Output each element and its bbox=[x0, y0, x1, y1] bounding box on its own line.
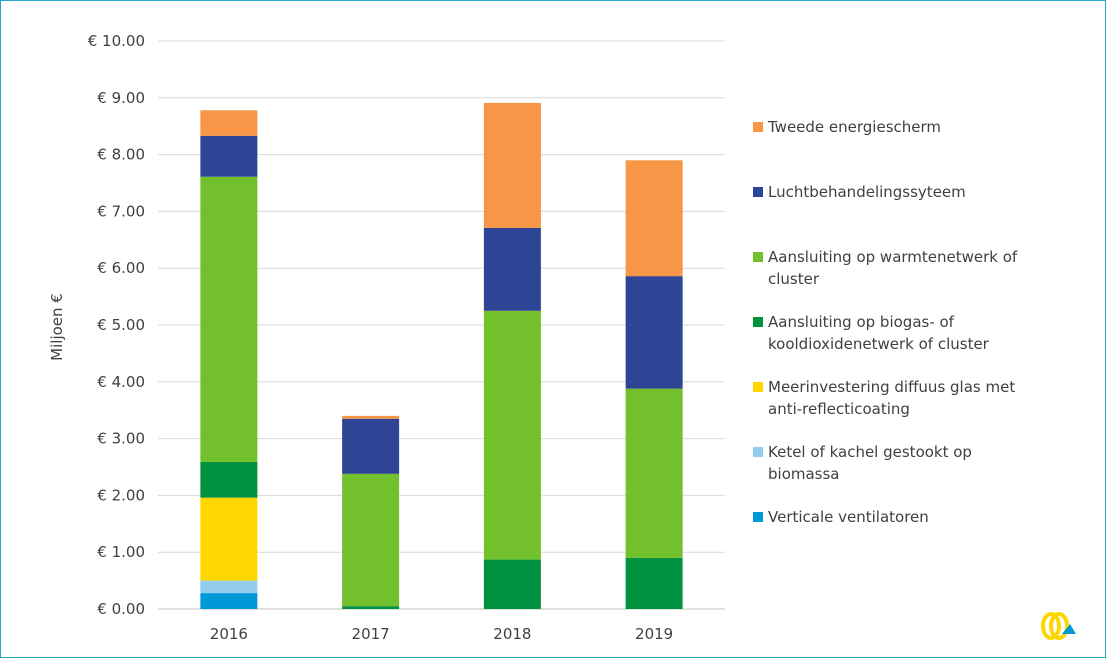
y-tick-label: € 9.00 bbox=[97, 89, 145, 107]
bar-segment bbox=[626, 558, 683, 609]
legend-label: biomassa bbox=[768, 465, 840, 483]
legend-label: Tweede energiescherm bbox=[767, 118, 941, 136]
bar-segment bbox=[626, 276, 683, 388]
legend-label: Aansluiting op warmtenetwerk of bbox=[768, 248, 1018, 266]
legend-label: Meerinvestering diffuus glas met bbox=[768, 378, 1015, 396]
legend-swatch bbox=[753, 512, 763, 522]
bar-segment bbox=[342, 419, 399, 474]
legend-swatch bbox=[753, 382, 763, 392]
bar-segment bbox=[484, 228, 541, 311]
bars bbox=[200, 103, 682, 609]
bar-segment bbox=[484, 103, 541, 228]
bar-segment bbox=[484, 560, 541, 609]
y-tick-label: € 0.00 bbox=[97, 600, 145, 618]
bar-segment bbox=[626, 389, 683, 558]
legend-swatch bbox=[753, 187, 763, 197]
legend-swatch bbox=[753, 447, 763, 457]
bar-segment bbox=[200, 593, 257, 609]
legend-label: Luchtbehandelingssyteem bbox=[768, 183, 966, 201]
y-tick-label: € 2.00 bbox=[97, 486, 145, 504]
y-axis-label: Miljoen € bbox=[48, 293, 66, 361]
y-tick-label: € 10.00 bbox=[88, 32, 145, 50]
y-tick-label: € 4.00 bbox=[97, 373, 145, 391]
legend-swatch bbox=[753, 252, 763, 262]
bar-segment bbox=[200, 177, 257, 462]
y-axis-ticks: € 0.00 € 1.00 € 2.00 € 3.00 € 4.00 € 5.00 € 6.… bbox=[88, 32, 145, 618]
bar-segment bbox=[200, 581, 257, 593]
y-tick-label: € 6.00 bbox=[97, 259, 145, 277]
x-axis-ticks: 2016 2017 2018 2019 bbox=[210, 625, 673, 643]
legend-label: anti-reflecticoating bbox=[768, 400, 910, 418]
bar-segment bbox=[342, 416, 399, 419]
bar-segment bbox=[626, 160, 683, 276]
legend: Tweede energiescherm Luchtbehandelingssyt… bbox=[753, 118, 1018, 526]
bar-segment bbox=[200, 110, 257, 136]
legend-label: Ketel of kachel gestookt op bbox=[768, 443, 972, 461]
legend-label: cluster bbox=[768, 270, 820, 288]
bar-segment bbox=[484, 311, 541, 560]
y-tick-label: € 7.00 bbox=[97, 202, 145, 220]
y-tick-label: € 3.00 bbox=[97, 430, 145, 448]
y-tick-label: € 1.00 bbox=[97, 543, 145, 561]
bar-segment bbox=[200, 136, 257, 177]
y-tick-label: € 5.00 bbox=[97, 316, 145, 334]
x-tick-label: 2019 bbox=[635, 625, 673, 643]
bar-segment bbox=[200, 462, 257, 498]
legend-swatch bbox=[753, 122, 763, 132]
x-tick-label: 2018 bbox=[493, 625, 531, 643]
legend-label: kooldioxidenetwerk of cluster bbox=[768, 335, 990, 353]
logo-icon bbox=[1043, 614, 1076, 638]
legend-swatch bbox=[753, 317, 763, 327]
bar-segment bbox=[342, 474, 399, 606]
bar-segment bbox=[342, 606, 399, 609]
bar-segment bbox=[200, 498, 257, 581]
y-tick-label: € 8.00 bbox=[97, 146, 145, 164]
x-tick-label: 2016 bbox=[210, 625, 248, 643]
legend-label: Verticale ventilatoren bbox=[768, 508, 929, 526]
x-tick-label: 2017 bbox=[352, 625, 390, 643]
legend-label: Aansluiting op biogas- of bbox=[768, 313, 955, 331]
